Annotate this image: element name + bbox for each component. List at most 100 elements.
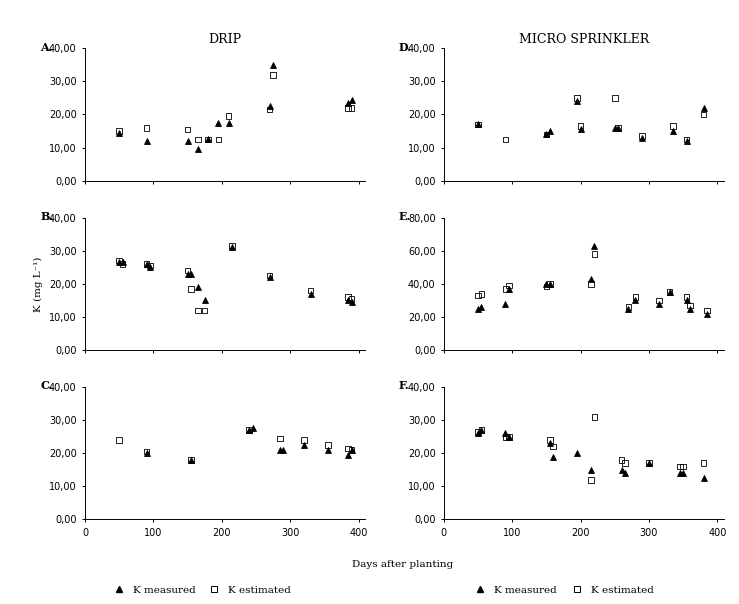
Point [548, 442, 559, 451]
Point [630, 292, 641, 302]
Point [472, 120, 484, 129]
Point [575, 121, 587, 131]
Point [540, 129, 552, 139]
Point [140, 259, 152, 269]
Point [613, 123, 624, 132]
Text: Days after planting: Days after planting [352, 561, 454, 569]
Point [616, 465, 627, 475]
Point [144, 261, 156, 271]
Point [140, 136, 152, 146]
Point [476, 289, 488, 298]
Point [540, 279, 552, 289]
Point [113, 128, 125, 138]
Point [667, 121, 679, 131]
Point [677, 468, 689, 478]
Point [588, 249, 600, 259]
Point [192, 282, 204, 292]
Text: D.: D. [399, 42, 412, 53]
Point [540, 281, 552, 291]
Point [342, 443, 354, 453]
Point [571, 97, 583, 106]
Point [212, 135, 224, 144]
Point [585, 475, 597, 484]
Point [544, 279, 556, 289]
Point [274, 434, 286, 443]
Point [571, 93, 583, 103]
Point [630, 295, 641, 305]
Point [274, 445, 286, 455]
Title: DRIP: DRIP [208, 33, 242, 46]
Text: F.: F. [399, 381, 409, 391]
Point [544, 435, 556, 445]
Point [588, 412, 600, 422]
Point [472, 120, 484, 129]
Point [636, 133, 648, 143]
Point [182, 269, 194, 279]
Point [321, 445, 333, 455]
Point [616, 455, 627, 464]
Point [304, 286, 316, 295]
Point [182, 266, 194, 275]
Point [503, 432, 515, 442]
Point [472, 291, 484, 300]
Point [575, 124, 587, 134]
Point [264, 271, 276, 280]
Point [500, 432, 511, 442]
Point [199, 306, 211, 315]
Point [588, 241, 600, 251]
Point [226, 241, 238, 251]
Point [342, 98, 354, 108]
Point [643, 458, 655, 468]
Point [636, 131, 648, 141]
Text: E.: E. [399, 211, 412, 222]
Point [199, 295, 211, 305]
Point [117, 257, 129, 267]
Point [267, 70, 279, 80]
Point [117, 259, 129, 269]
Point [622, 304, 634, 313]
Point [681, 136, 692, 146]
Point [113, 256, 125, 266]
Point [298, 440, 310, 450]
Point [113, 435, 125, 445]
Point [192, 144, 204, 154]
Point [585, 465, 597, 475]
Point [503, 281, 515, 291]
Text: B.: B. [40, 211, 53, 222]
Point [185, 284, 197, 294]
Point [684, 304, 696, 313]
Point [571, 448, 583, 458]
Point [701, 306, 713, 315]
Point [202, 135, 214, 144]
Point [476, 425, 488, 435]
Point [346, 294, 358, 304]
Point [321, 440, 333, 450]
Legend: K measured, K estimated: K measured, K estimated [104, 581, 295, 599]
Point [222, 118, 234, 127]
Point [609, 123, 621, 132]
Point [653, 299, 665, 309]
Point [653, 295, 665, 305]
Point [681, 295, 692, 305]
Point [277, 445, 289, 455]
Point [472, 429, 484, 439]
Point [476, 302, 488, 312]
Title: MICRO SPRINKLER: MICRO SPRINKLER [519, 33, 649, 46]
Point [113, 126, 125, 136]
Point [681, 135, 692, 144]
Point [472, 427, 484, 437]
Point [677, 461, 689, 471]
Point [247, 423, 259, 433]
Point [264, 104, 276, 114]
Point [500, 135, 511, 144]
Point [664, 288, 675, 297]
Point [548, 452, 559, 461]
Point [476, 425, 488, 435]
Point [503, 432, 515, 442]
Point [212, 118, 224, 127]
Point [346, 445, 358, 455]
Point [698, 474, 709, 483]
Point [681, 292, 692, 302]
Point [346, 445, 358, 455]
Point [684, 301, 696, 310]
